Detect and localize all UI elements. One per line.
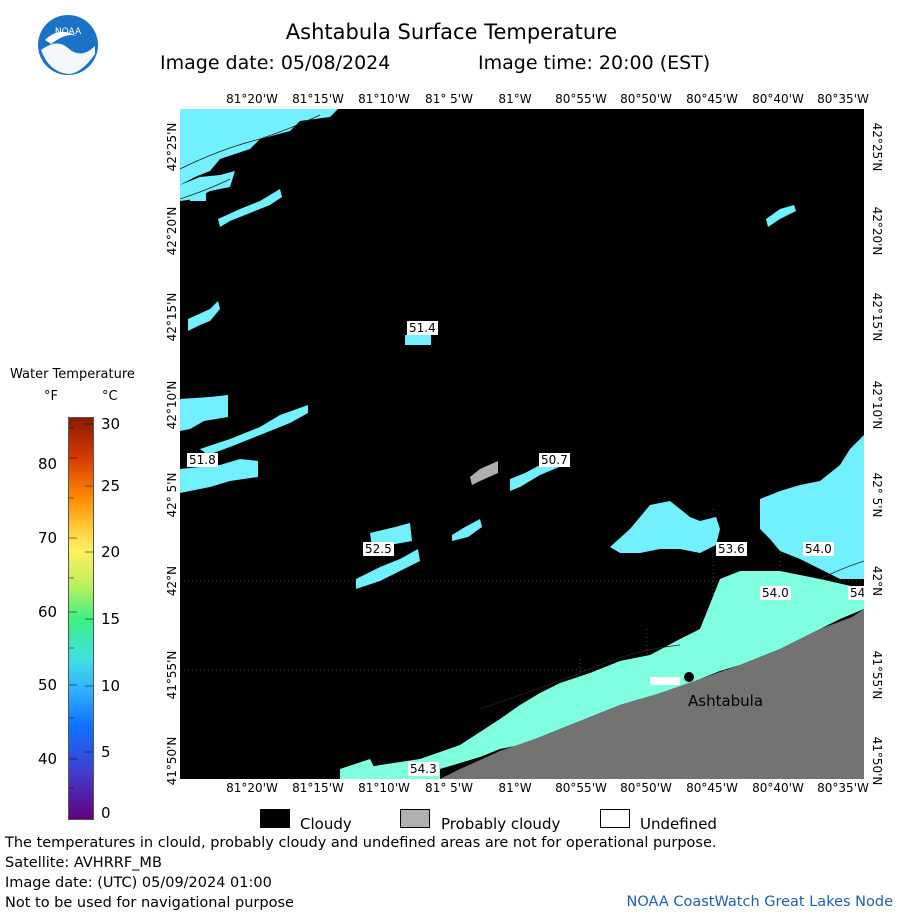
lon-label: 81° 5'W <box>425 92 473 106</box>
temp-label-2: 51.8 <box>187 453 218 467</box>
lat-label: 42°10'N <box>870 380 884 430</box>
image-time: Image time: 20:00 (EST) <box>478 52 711 74</box>
legend-probably-cloudy-label: Probably cloudy <box>441 815 561 833</box>
lon-label: 80°40'W <box>752 781 804 795</box>
noaa-logo: NOAA <box>37 14 99 76</box>
credit-line: NOAA CoastWatch Great Lakes Node <box>626 894 893 910</box>
lat-label: 42°10'N <box>165 380 179 430</box>
temperature-color-scale <box>68 417 94 820</box>
temp-label-4: 52.5 <box>363 542 394 556</box>
temperature-map: 51.4 51.8 50.7 52.5 53.6 54.0 54.0 54 54… <box>180 109 864 779</box>
temp-label-5: 53.6 <box>716 542 747 556</box>
celsius-tick: 30 <box>101 415 121 433</box>
fahrenheit-tick: 70 <box>38 529 58 547</box>
lon-label: 80°50'W <box>620 781 672 795</box>
fahrenheit-tick: 50 <box>38 676 58 694</box>
lon-label: 80°35'W <box>817 92 869 106</box>
lon-label: 80°45'W <box>686 92 738 106</box>
legend-title: Water Temperature <box>10 367 135 382</box>
page-title: Ashtabula Surface Temperature <box>285 20 618 44</box>
fahrenheit-tick: 80 <box>38 455 58 473</box>
temp-label-7: 54.0 <box>760 586 791 600</box>
lat-label: 42° 5'N <box>165 472 179 518</box>
utc-date: Image date: (UTC) 05/09/2024 01:00 <box>5 875 272 891</box>
celsius-tick: 20 <box>101 543 121 561</box>
temp-label-8: 54 <box>848 586 864 600</box>
lon-label: 81°10'W <box>358 781 410 795</box>
lat-label: 42°15'N <box>870 292 884 342</box>
lon-label: 81°15'W <box>292 781 344 795</box>
lon-label: 81° 5'W <box>425 781 473 795</box>
map-graphic <box>180 109 864 779</box>
lon-label: 80°55'W <box>555 92 607 106</box>
legend-undefined-swatch <box>600 809 630 828</box>
temp-label-1: 51.4 <box>407 321 438 335</box>
satellite-info: Satellite: AVHRRF_MB <box>5 855 162 871</box>
lat-label: 42° 5'N <box>870 472 884 518</box>
lon-label: 81°15'W <box>292 92 344 106</box>
lat-label: 41°55'N <box>870 650 884 700</box>
lat-label: 42°25'N <box>870 122 884 172</box>
lon-label: 80°40'W <box>752 92 804 106</box>
unit-fahrenheit: °F <box>44 389 58 404</box>
legend-undefined-label: Undefined <box>640 815 717 833</box>
lat-label: 41°50'N <box>165 736 179 786</box>
lat-label: 42°20'N <box>165 206 179 256</box>
fahrenheit-tick: 40 <box>38 750 58 768</box>
temp-label-3: 50.7 <box>539 453 570 467</box>
lon-label: 81°W <box>498 92 532 106</box>
celsius-tick: 15 <box>101 610 121 628</box>
lat-label: 42°N <box>165 565 179 597</box>
lat-label: 42°20'N <box>870 206 884 256</box>
unit-celsius: °C <box>102 389 118 404</box>
fahrenheit-tick: 60 <box>38 603 58 621</box>
city-label: Ashtabula <box>688 692 764 710</box>
celsius-tick: 10 <box>101 677 121 695</box>
celsius-tick: 25 <box>101 477 121 495</box>
navigation-warning: Not to be used for navigational purpose <box>5 895 294 911</box>
lon-label: 80°45'W <box>686 781 738 795</box>
lon-label: 80°55'W <box>555 781 607 795</box>
temp-label-9: 54.3 <box>408 762 439 776</box>
image-date: Image date: 05/08/2024 <box>160 52 391 74</box>
lat-label: 41°50'N <box>870 736 884 786</box>
lat-label: 42°25'N <box>165 122 179 172</box>
lon-label: 80°50'W <box>620 92 672 106</box>
lon-label: 81°20'W <box>226 92 278 106</box>
disclaimer: The temperatures in clould, probably clo… <box>5 835 717 851</box>
legend-probably-cloudy-swatch <box>400 809 430 828</box>
celsius-tick: 0 <box>101 804 111 822</box>
temp-label-6: 54.0 <box>803 542 834 556</box>
lat-label: 42°15'N <box>165 292 179 342</box>
lat-label: 42°N <box>870 565 884 597</box>
lon-label: 81°10'W <box>358 92 410 106</box>
lon-label: 80°35'W <box>817 781 869 795</box>
lon-label: 81°20'W <box>226 781 278 795</box>
celsius-tick: 5 <box>101 743 111 761</box>
legend-cloudy-label: Cloudy <box>300 815 352 833</box>
legend-cloudy-swatch <box>260 809 290 828</box>
logo-text: NOAA <box>55 27 82 37</box>
lon-label: 81°W <box>498 781 532 795</box>
lat-label: 41°55'N <box>165 650 179 700</box>
